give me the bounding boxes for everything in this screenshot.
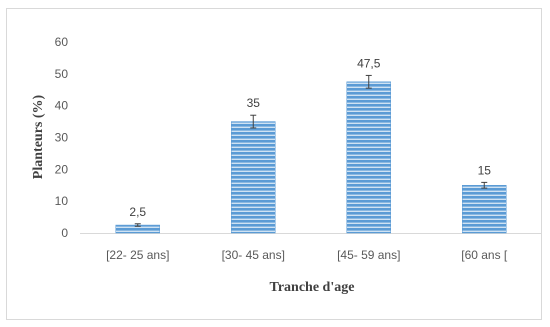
data-label: 2,5 <box>129 205 146 219</box>
error-bar <box>365 74 372 89</box>
bar <box>462 185 507 234</box>
data-label: 35 <box>247 96 261 110</box>
y-tick-label: 20 <box>55 162 69 176</box>
x-tick-label: [30- 45 ans] <box>222 248 285 262</box>
x-tick-label: [60 ans [ <box>461 248 508 262</box>
y-tick-label: 60 <box>55 35 69 49</box>
data-label: 47,5 <box>357 56 381 70</box>
bar <box>346 81 391 234</box>
error-bar <box>134 223 141 227</box>
error-bar <box>481 181 488 189</box>
x-axis-title: Tranche d'age <box>270 280 355 295</box>
bar <box>231 121 276 234</box>
y-tick-label: 30 <box>55 131 69 145</box>
y-tick-label: 0 <box>61 226 68 240</box>
x-tick-label: [22- 25 ans] <box>106 248 169 262</box>
y-axis-title: Planteurs (%) <box>31 94 46 179</box>
y-tick-label: 10 <box>55 194 69 208</box>
y-tick-label: 50 <box>55 67 69 81</box>
error-bar <box>250 114 257 129</box>
x-tick-label: [45- 59 ans] <box>337 248 400 262</box>
data-label: 15 <box>478 163 492 177</box>
y-tick-label: 40 <box>55 99 69 113</box>
